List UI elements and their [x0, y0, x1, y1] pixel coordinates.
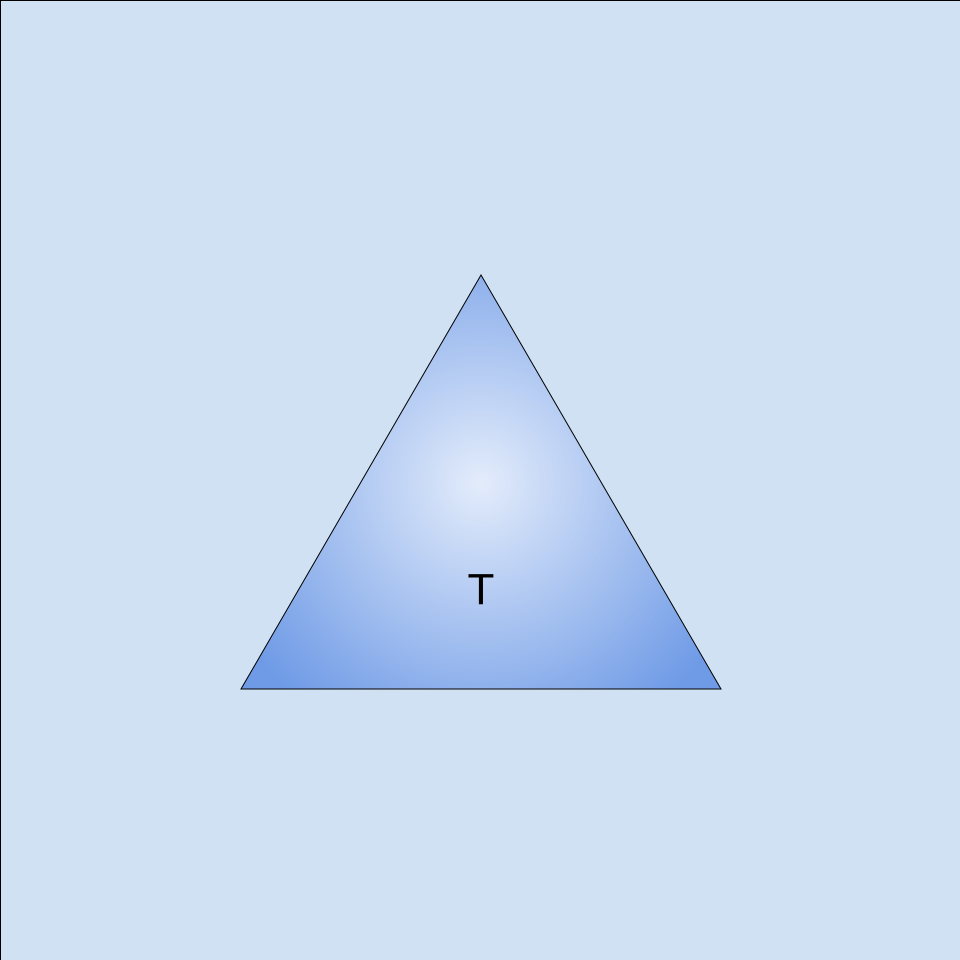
triangle-label: T	[468, 565, 495, 614]
triangle-shape[interactable]	[240, 274, 722, 690]
